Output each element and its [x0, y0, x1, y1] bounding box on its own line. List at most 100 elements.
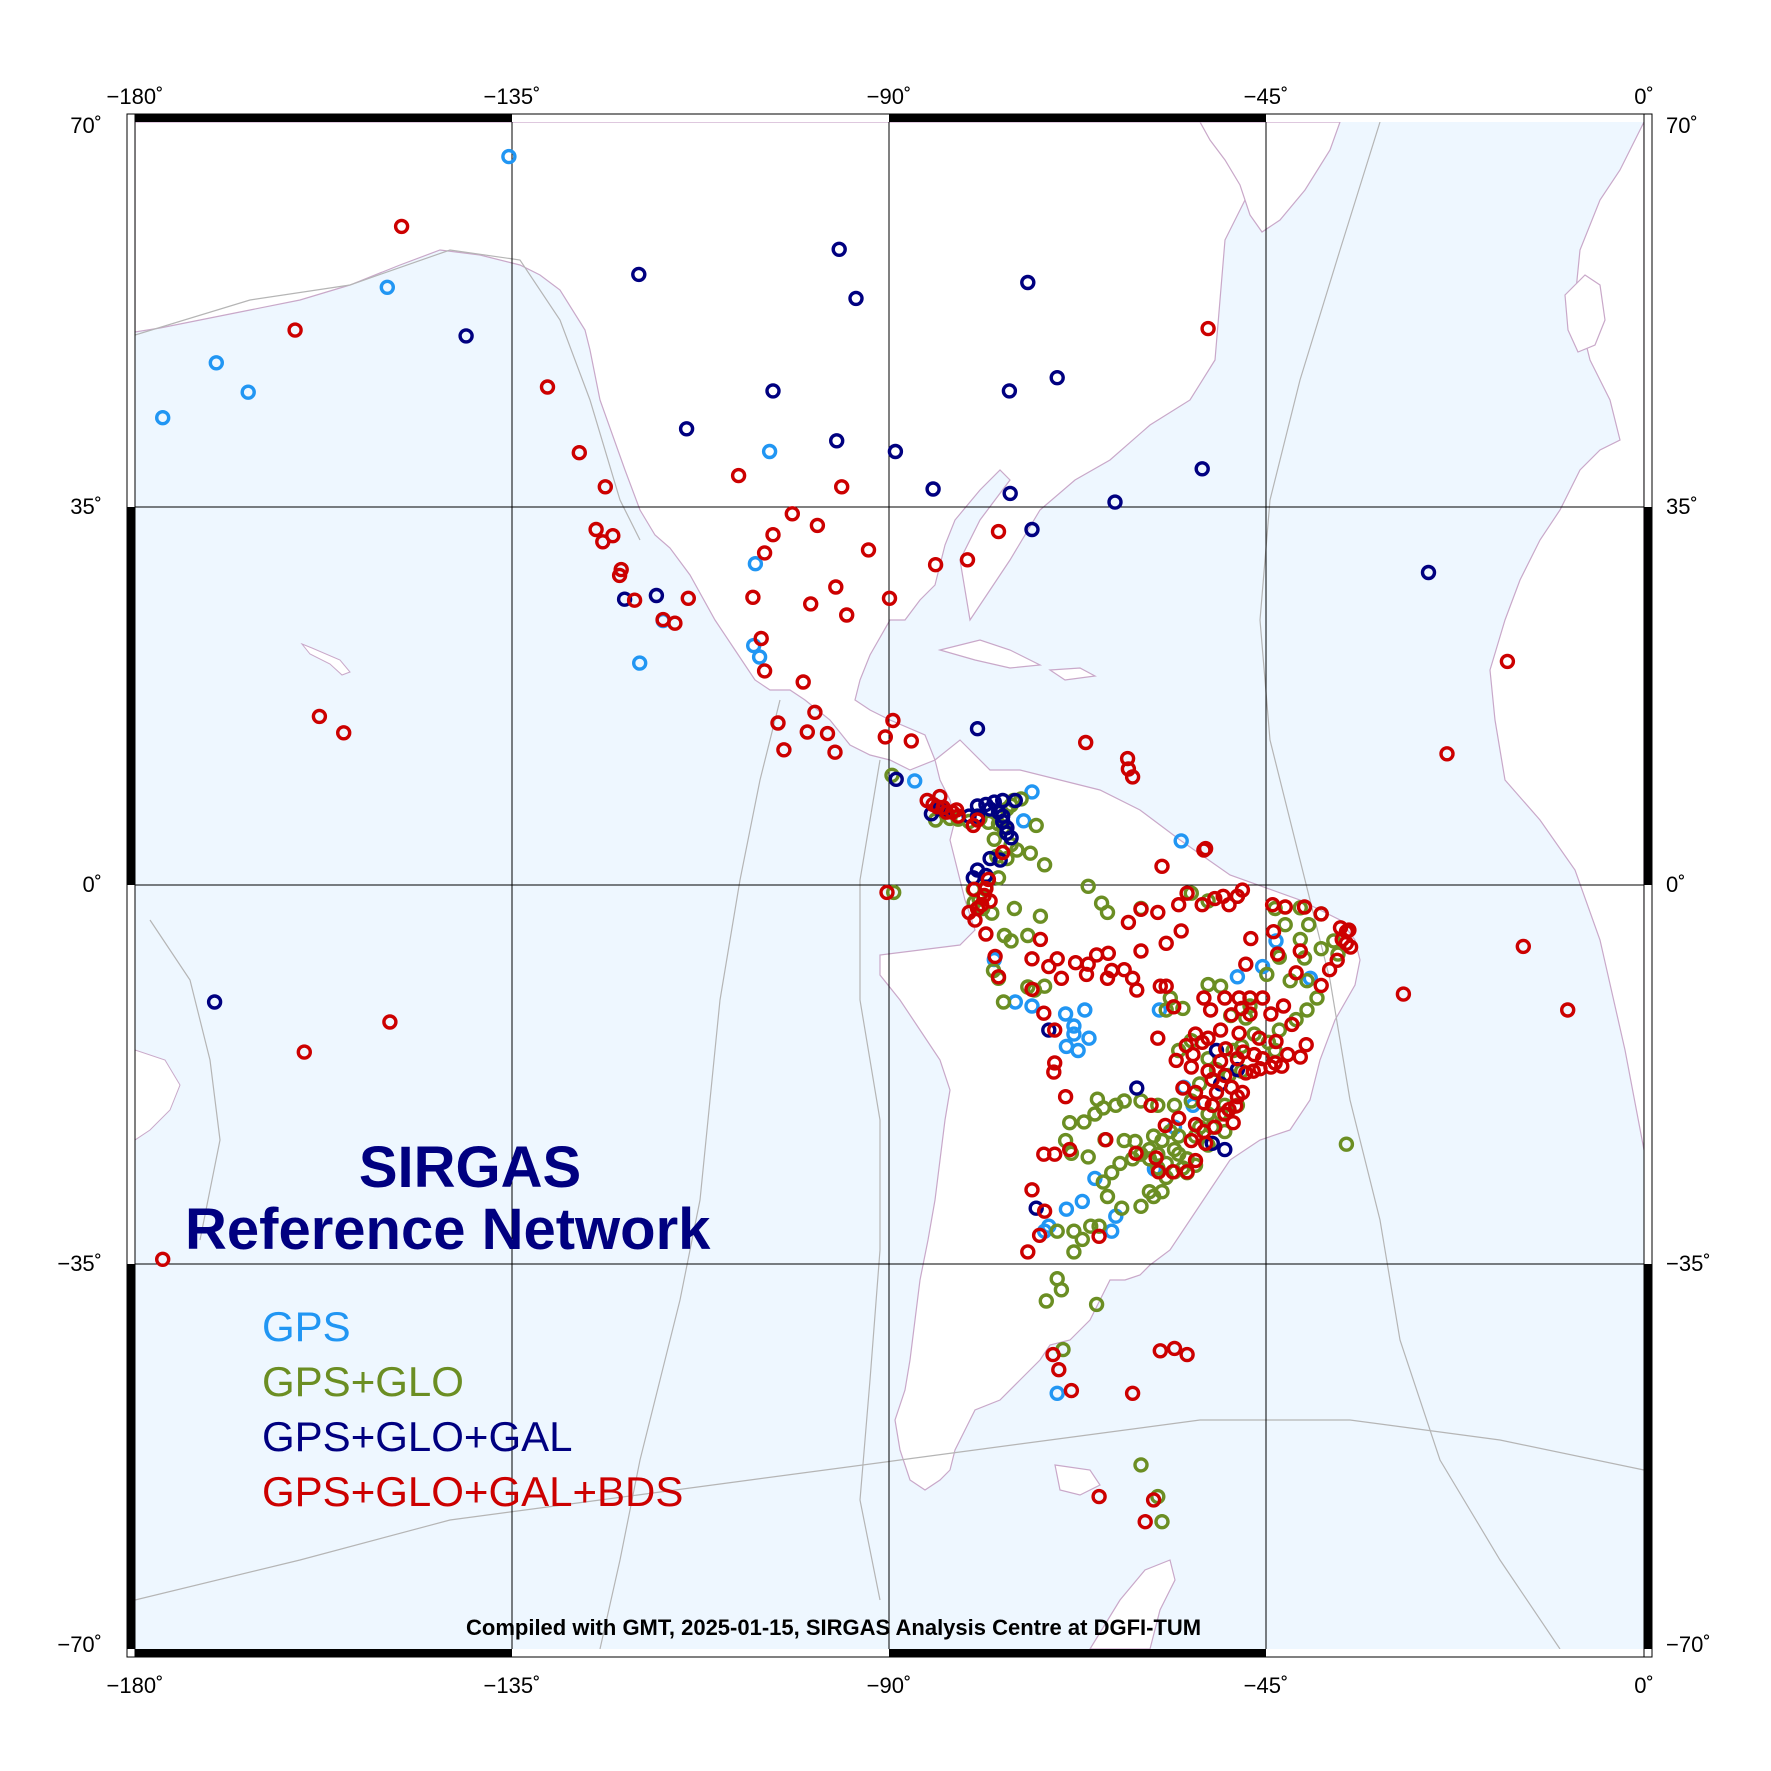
station-marker	[1221, 1101, 1237, 1118]
land-cuba	[937, 639, 1043, 669]
station-marker	[1036, 1146, 1052, 1162]
station-marker	[1036, 857, 1053, 873]
station-marker	[1259, 966, 1275, 983]
station-marker	[1277, 917, 1293, 933]
station-marker	[1420, 564, 1437, 581]
station-marker	[807, 704, 823, 720]
station-marker	[631, 266, 647, 283]
station-marker	[597, 479, 613, 495]
lon-tick-bottom-2: −135˚	[483, 1673, 541, 1698]
station-marker	[1066, 1223, 1082, 1239]
station-marker	[1298, 1036, 1314, 1053]
station-marker	[154, 1251, 171, 1268]
station-marker	[1091, 1488, 1107, 1505]
land-antarctica	[1089, 1559, 1176, 1649]
station-marker	[1120, 761, 1137, 777]
station-marker	[1204, 1135, 1221, 1152]
station-marker	[1157, 1117, 1174, 1134]
station-marker	[1053, 970, 1070, 986]
station-marker	[1158, 978, 1174, 994]
station-marker	[1154, 858, 1170, 874]
station-marker	[995, 994, 1012, 1010]
station-marker	[1080, 1149, 1096, 1165]
station-marker	[1057, 1088, 1074, 1105]
station-marker	[1217, 1067, 1233, 1084]
land-tierra-del-fuego	[1054, 1464, 1101, 1496]
station-marker	[379, 279, 395, 295]
station-marker	[1087, 1106, 1103, 1122]
station-marker	[1045, 1346, 1061, 1363]
station-marker	[969, 812, 986, 828]
station-marker	[1063, 1382, 1080, 1399]
map-frame	[126, 113, 1653, 1658]
station-marker	[1225, 1114, 1241, 1131]
station-marker	[1342, 939, 1359, 955]
station-marker	[1284, 1016, 1300, 1033]
station-marker	[1095, 1174, 1112, 1190]
station-marker	[1002, 485, 1018, 502]
station-marker	[1091, 1218, 1107, 1234]
station-marker	[1179, 1164, 1195, 1180]
station-marker	[1515, 938, 1532, 955]
station-marker	[616, 591, 633, 607]
station-marker	[1242, 990, 1258, 1006]
station-marker	[1076, 1114, 1092, 1130]
station-marker	[1158, 1002, 1174, 1018]
plate-boundary-mid-atlantic	[1259, 122, 1561, 1649]
station-marker	[1292, 1049, 1309, 1065]
station-marker	[1187, 1026, 1204, 1042]
station-marker	[1150, 1164, 1167, 1180]
station-marker	[1217, 1141, 1233, 1158]
station-marker	[1022, 845, 1039, 861]
station-marker	[1145, 1492, 1162, 1508]
station-marker	[1074, 1231, 1091, 1248]
station-marker	[1165, 1164, 1181, 1180]
station-marker	[756, 545, 773, 561]
station-marker	[1058, 1201, 1075, 1217]
station-marker	[1299, 973, 1315, 989]
station-marker	[1196, 842, 1212, 858]
station-marker	[877, 729, 893, 745]
station-marker	[1041, 958, 1057, 975]
plate-boundary-nazca	[859, 759, 881, 1601]
station-marker	[1229, 1050, 1246, 1067]
station-marker	[1275, 998, 1292, 1014]
station-marker	[1330, 946, 1346, 962]
station-marker	[501, 148, 517, 165]
station-marker	[881, 590, 898, 606]
station-marker	[1007, 792, 1023, 809]
station-marker	[999, 825, 1015, 841]
station-marker	[1499, 653, 1516, 670]
station-marker	[1152, 978, 1169, 994]
station-marker	[1150, 904, 1166, 921]
lon-tick-bottom-1: −180˚	[106, 1673, 164, 1698]
station-marker	[1024, 951, 1040, 967]
station-marker	[982, 801, 998, 817]
landmass-layer	[135, 122, 1644, 1649]
station-marker	[950, 808, 966, 824]
plate-boundary-east-pacific-rise	[599, 699, 781, 1649]
station-marker	[296, 1044, 312, 1060]
station-marker	[1103, 1164, 1120, 1181]
station-marker	[1208, 1084, 1225, 1101]
station-marker	[1183, 1059, 1200, 1075]
station-marker	[1267, 1055, 1283, 1071]
station-marker	[990, 523, 1007, 540]
station-marker	[1299, 1002, 1315, 1018]
station-marker	[1137, 1513, 1153, 1530]
station-marker	[1061, 1114, 1078, 1131]
station-marker	[848, 290, 864, 307]
station-marker	[382, 1014, 398, 1030]
station-marker	[1158, 935, 1174, 951]
station-marker	[1049, 1223, 1065, 1239]
station-marker	[1006, 900, 1023, 917]
station-marker	[1231, 1025, 1247, 1042]
station-marker	[1321, 962, 1338, 978]
station-marker	[336, 725, 352, 741]
station-marker	[1081, 1030, 1097, 1046]
station-marker	[1103, 1223, 1120, 1239]
land-british-isles	[1564, 274, 1606, 353]
station-marker	[1020, 274, 1036, 291]
station-marker	[1150, 1097, 1166, 1114]
station-marker	[860, 542, 877, 558]
